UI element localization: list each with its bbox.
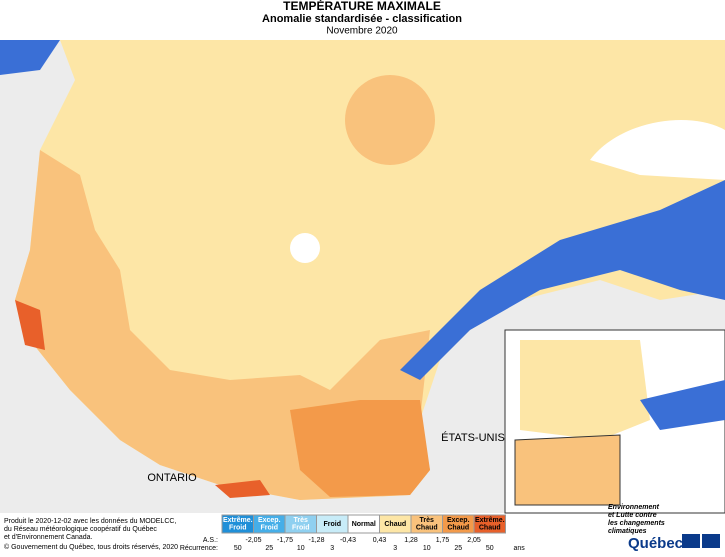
legend-label: Froid	[229, 525, 247, 532]
legend-label: Froid	[292, 525, 310, 532]
date: Novembre 2020	[326, 26, 398, 37]
rec-value: 10	[423, 545, 431, 552]
rec-value: 25	[454, 545, 462, 552]
legend-label: Excep.	[447, 517, 470, 524]
as-label: A.S.:	[203, 537, 218, 544]
as-value: -0,43	[340, 537, 356, 544]
footer: Produit le 2020-12-02 avec les données d…	[4, 504, 720, 552]
inset-land	[520, 340, 650, 440]
legend-label: Extrême.	[475, 517, 505, 524]
credit-line: Produit le 2020-12-02 avec les données d…	[4, 518, 176, 525]
logo-line: et Lutte contre	[608, 512, 657, 519]
inset-frame	[514, 434, 621, 506]
as-value: 2,05	[467, 537, 481, 544]
inset-water	[640, 380, 725, 430]
as-value: -1,75	[277, 537, 293, 544]
st-lawrence	[400, 180, 725, 380]
province-label: ONTARIO	[147, 472, 197, 484]
no-data-zone	[590, 120, 725, 180]
as-value: 0,43	[373, 537, 387, 544]
as-value: 1,75	[436, 537, 450, 544]
title: TEMPÉRATURE MAXIMALE	[283, 0, 441, 13]
legend-label: Normal	[352, 521, 376, 528]
credit-line: du Réseau météorologique coopératif du Q…	[4, 526, 157, 533]
warm-patch	[345, 75, 435, 165]
flag	[702, 534, 720, 548]
as-value: -1,28	[309, 537, 325, 544]
no-data-circle	[290, 233, 320, 263]
rec-value: 3	[330, 545, 334, 552]
flag	[682, 534, 700, 548]
rec-unit: ans	[514, 545, 526, 552]
legend-label: Chaud	[479, 525, 501, 532]
rec-value: 50	[234, 545, 242, 552]
legend-label: Extrême.	[223, 517, 253, 524]
legend-label: Froid	[261, 525, 279, 532]
legend-label: Très	[294, 517, 309, 524]
legend-label: Chaud	[416, 525, 438, 532]
logo-line: les changements	[608, 520, 665, 527]
map: ÉTATS-UNIS ONTARIO	[0, 40, 725, 514]
as-value: 1,28	[404, 537, 418, 544]
logo-line: Environnement	[608, 504, 660, 511]
as-value: -2,05	[246, 537, 262, 544]
copyright: © Gouvernement du Québec, tous droits ré…	[4, 543, 178, 551]
logo-line: climatiques	[608, 528, 647, 535]
legend-label: Chaud	[384, 521, 406, 528]
legend-label: Excep.	[258, 517, 281, 524]
legend-label: Chaud	[447, 525, 469, 532]
legend-swatch	[473, 514, 506, 534]
rec-value: 50	[486, 545, 494, 552]
hudson-bay	[0, 40, 60, 75]
exceptional-zone	[290, 400, 430, 497]
rec-value: 10	[297, 545, 305, 552]
credit-line: et d'Environnement Canada.	[4, 534, 93, 541]
country-label: ÉTATS-UNIS	[441, 431, 505, 444]
rec-value: 3	[393, 545, 397, 552]
legend-label: Froid	[324, 521, 342, 528]
subtitle: Anomalie standardisée - classification	[262, 13, 462, 25]
rec-value: 25	[265, 545, 273, 552]
legend-label: Très	[420, 517, 435, 524]
extreme-zone	[15, 300, 270, 498]
logo-brand: Québec	[628, 535, 683, 552]
rec-label: Récurrence:	[180, 545, 218, 552]
